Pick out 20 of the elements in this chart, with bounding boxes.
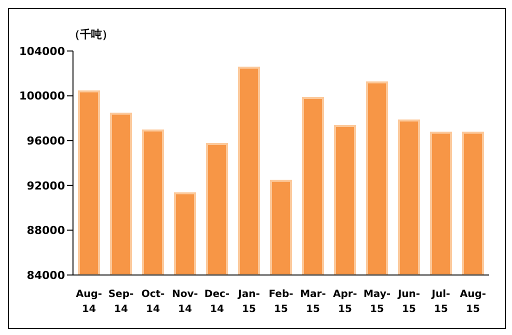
y-tick-label: 92000 <box>26 179 66 192</box>
x-tick-label: Nov-14 <box>172 289 198 315</box>
y-tick-label: 88000 <box>26 224 66 238</box>
x-tick-label: Sep-14 <box>108 289 134 315</box>
x-tick-label: Jun-15 <box>396 289 420 315</box>
x-tick-label: Jan-15 <box>237 289 260 315</box>
x-tick-label: Oct-14 <box>141 289 165 315</box>
y-tick-label: 84000 <box>26 268 66 282</box>
y-tick-label: 100000 <box>19 90 66 103</box>
x-tick-label: Feb-15 <box>268 289 294 315</box>
y-tick-label: 96000 <box>26 134 66 148</box>
x-tick-label: Aug-14 <box>76 289 102 315</box>
y-tick-label: 104000 <box>19 44 66 58</box>
x-tick-label: Dec-14 <box>204 289 230 315</box>
x-tick-label: May-15 <box>363 289 391 315</box>
x-tick-label: Apr-15 <box>333 289 357 315</box>
y-axis-title: （千吨） <box>69 27 113 42</box>
x-tick-label: Aug-15 <box>460 289 486 315</box>
x-tick-label: Jul-15 <box>430 289 450 315</box>
x-tick-label: Mar-15 <box>300 289 326 315</box>
